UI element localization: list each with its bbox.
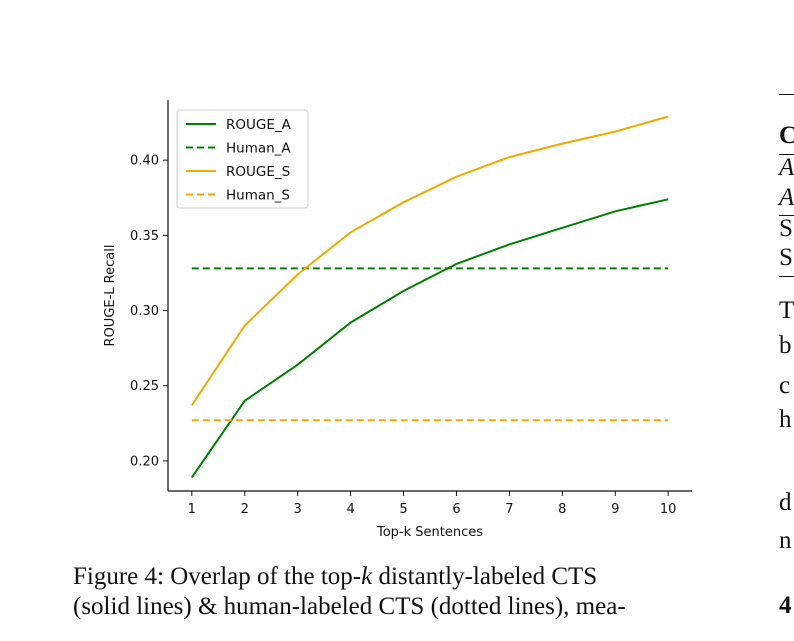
caption-line-2: (solid lines) & human-labeled CTS (dotte… [73, 593, 626, 620]
table-bottom-rule [779, 276, 794, 277]
x-axis-label: Top-k Sentences [376, 525, 483, 540]
figure-caption: Figure 4: Overlap of the top-k distantly… [73, 562, 753, 622]
caption-line-1: Figure 4: Overlap of the top-k distantly… [73, 563, 598, 590]
x-tick-label: 7 [505, 502, 513, 517]
body-text-fragment: n [779, 527, 792, 554]
body-text-fragment: c [779, 372, 791, 399]
x-tick-label: 9 [611, 502, 619, 517]
x-tick-label: 8 [558, 502, 566, 517]
x-tick-label: 2 [241, 502, 249, 517]
y-tick-label: 0.40 [130, 154, 159, 169]
legend-box [176, 109, 309, 209]
body-text-fragment: b [779, 332, 792, 359]
table-mid-rule [779, 215, 794, 216]
x-tick-label: 4 [346, 502, 354, 517]
table-row-fragment: S [779, 244, 793, 271]
y-axis-label: ROUGE-L Recall [103, 245, 118, 347]
x-tick-label: 10 [660, 502, 677, 517]
plot-area: 1 2 3 4 5 6 7 8 9 10 0.20 0.25 0.30 0.35 0.40 Top-k Sen… [103, 100, 692, 540]
table-header-fragment: C [779, 122, 794, 149]
table-row-fragment: A [779, 184, 794, 211]
series-line-rouge-a [190, 198, 669, 479]
legend-label: Human_A [226, 141, 291, 157]
y-tick-label: 0.25 [130, 379, 159, 394]
y-tick-label: 0.20 [130, 454, 159, 469]
x-tick-label: 3 [294, 502, 302, 517]
table-row-fragment: S [779, 215, 793, 242]
y-tick-label: 0.30 [130, 304, 159, 319]
series-line-rouge-s [190, 115, 669, 406]
legend-label: ROUGE_A [226, 117, 292, 133]
x-tick-label: 5 [399, 502, 407, 517]
body-text-fragment: T [779, 297, 794, 324]
legend-label: ROUGE_S [226, 164, 290, 180]
body-text-fragment: h [779, 406, 792, 433]
y-tick-label: 0.35 [130, 229, 159, 244]
table-header-rule [779, 154, 794, 155]
table-top-rule [779, 94, 794, 95]
x-tick-label: 1 [188, 502, 196, 517]
section-heading-fragment: 4 [779, 592, 792, 619]
x-tick-label: 6 [452, 502, 460, 517]
table-row-fragment: A [779, 154, 794, 181]
body-text-fragment: d [779, 489, 792, 516]
legend-label: Human_S [226, 188, 290, 204]
legend: ROUGE_A Human_A ROUGE_S Human_S [176, 109, 309, 209]
figure-chart: 1 2 3 4 5 6 7 8 9 10 0.20 0.25 0.30 0.35 0.40 Top-k Sen… [103, 100, 692, 540]
